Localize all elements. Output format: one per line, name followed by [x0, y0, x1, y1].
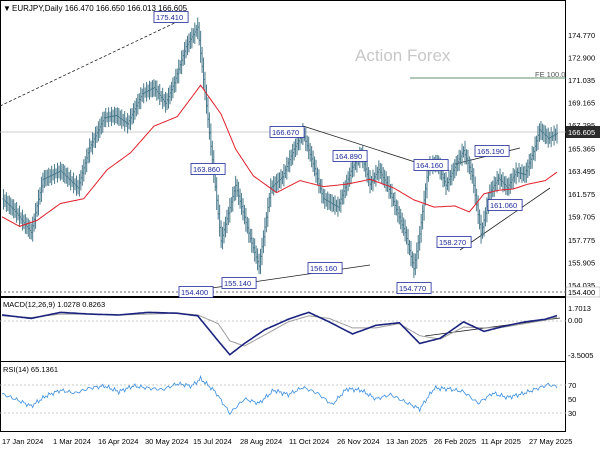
support-price-badge: [565, 286, 600, 298]
date-tick-label: 16 Apr 2024: [98, 437, 138, 446]
support-price-label: 154.400: [568, 288, 595, 297]
price-tick-label: 155.905: [568, 259, 595, 268]
date-tick-label: 26 Feb 2025: [434, 437, 476, 446]
rsi-line: [1, 374, 558, 415]
price-annotation: 155.140: [221, 277, 257, 289]
triangle-down-icon: ▼: [3, 4, 11, 13]
date-tick-label: 15 Jul 2024: [193, 437, 232, 446]
macd-label: MACD(12,26,9) 1.0278 0.8263: [3, 300, 105, 309]
channel-lower-line: [459, 187, 551, 251]
price-annotation: 156.160: [307, 262, 343, 274]
svg-text:163.860: 163.860: [193, 165, 220, 174]
price-tick-label: 165.365: [568, 144, 595, 153]
price-tick-label: 167.295: [568, 121, 595, 130]
price-tick-label: 171.035: [568, 76, 595, 85]
svg-text:175.410: 175.410: [156, 13, 183, 22]
symbol-info: EURJPY,Daily 166.470 166.650 166.013 166…: [12, 4, 188, 13]
fe-level-label: FE 100.0: [535, 70, 565, 79]
date-tick-label: 27 May 2025: [529, 437, 572, 446]
svg-text:161.060: 161.060: [490, 201, 517, 210]
price-tick-label: 161.575: [568, 190, 595, 199]
moving-average-line: [1, 84, 558, 227]
watermark: Action Forex: [355, 46, 451, 65]
date-axis: 17 Jan 2024 1 Mar 2024 16 Apr 2024 30 May 2…: [2, 437, 572, 446]
price-annotation: 164.890: [332, 150, 368, 162]
price-annotation: 161.060: [487, 199, 523, 211]
svg-text:166.670: 166.670: [272, 128, 299, 137]
dashed-trendline: [0, 17, 186, 107]
price-panel-frame: [0, 0, 566, 297]
price-tick-label: 169.165: [568, 99, 595, 108]
price-area: [1, 17, 558, 279]
rsi-panel-frame: [0, 361, 566, 432]
date-tick-label: 28 Aug 2024: [240, 437, 282, 446]
price-annotation: 165.190: [474, 145, 510, 157]
svg-text:164.890: 164.890: [335, 152, 362, 161]
price-annotation: 175.410: [153, 11, 189, 23]
macd-tick-bottom: -3.5005: [568, 351, 593, 360]
rsi-tick-30: 30: [568, 409, 576, 418]
svg-text:165.190: 165.190: [477, 147, 504, 156]
macd-tick-top: 1.7013: [568, 304, 591, 313]
price-annotation: 154.770: [396, 282, 432, 294]
svg-text:158.270: 158.270: [439, 238, 466, 247]
macd-line: [1, 311, 558, 356]
rsi-label: RSI(14) 65.1361: [3, 365, 58, 374]
svg-text:156.160: 156.160: [310, 264, 337, 273]
current-price-badge: [566, 126, 600, 138]
date-tick-label: 11 Apr 2025: [481, 437, 521, 446]
price-tick-label: 163.495: [568, 167, 595, 176]
price-annotation: 166.670: [269, 126, 305, 138]
svg-text:154.770: 154.770: [399, 284, 426, 293]
price-annotation: 158.270: [436, 236, 472, 248]
annotations: 175.410 163.860 154.400 155.140 156.160 166.6…: [153, 11, 523, 298]
price-annotation: 154.400: [178, 286, 214, 298]
date-tick-label: 17 Jan 2024: [2, 437, 43, 446]
date-tick-label: 13 Jan 2025: [386, 437, 427, 446]
current-price-label: 166.605: [568, 128, 595, 137]
svg-text:164.160: 164.160: [416, 161, 443, 170]
price-tick-label: 159.705: [568, 213, 595, 222]
svg-text:155.140: 155.140: [224, 279, 251, 288]
price-tick-label: 154.035: [568, 281, 595, 290]
price-annotation: 164.160: [413, 159, 449, 171]
price-annotation: 163.860: [190, 163, 226, 175]
date-tick-label: 26 Nov 2024: [337, 437, 380, 446]
candle: [556, 124, 558, 144]
rsi-tick-70: 70: [568, 381, 576, 390]
macd-area: [1, 311, 558, 356]
date-tick-label: 1 Mar 2024: [53, 437, 91, 446]
price-tick-label: 172.900: [568, 53, 595, 62]
date-tick-label: 30 May 2024: [145, 437, 188, 446]
price-tick-label: 157.775: [568, 236, 595, 245]
svg-text:154.400: 154.400: [181, 288, 208, 297]
rsi-tick-50: 50: [568, 395, 576, 404]
price-tick-label: 174.770: [568, 31, 595, 40]
rsi-area: [1, 374, 558, 415]
date-tick-label: 11 Oct 2024: [289, 437, 329, 446]
macd-tick-zero: 0.00: [568, 316, 583, 325]
price-axis: 174.770 172.900 171.035 169.165 167.295 165.3…: [568, 31, 595, 290]
